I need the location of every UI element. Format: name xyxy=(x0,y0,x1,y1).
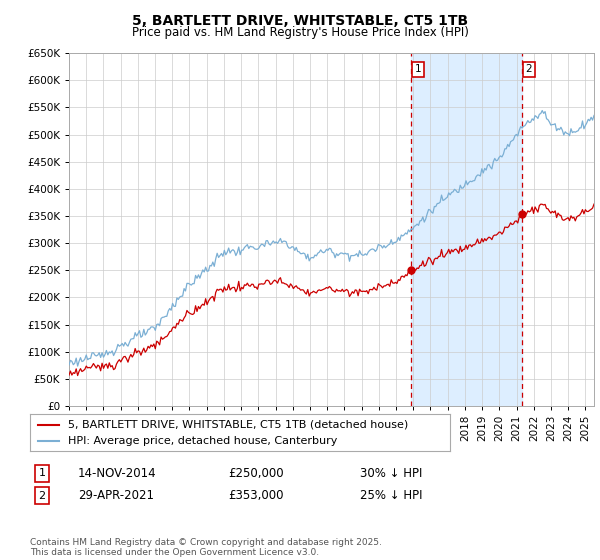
Text: 29-APR-2021: 29-APR-2021 xyxy=(78,489,154,502)
Text: 1: 1 xyxy=(38,468,46,478)
Text: £353,000: £353,000 xyxy=(228,489,284,502)
Bar xyxy=(411,53,522,406)
Text: 5, BARTLETT DRIVE, WHITSTABLE, CT5 1TB: 5, BARTLETT DRIVE, WHITSTABLE, CT5 1TB xyxy=(132,14,468,28)
Text: Contains HM Land Registry data © Crown copyright and database right 2025.
This d: Contains HM Land Registry data © Crown c… xyxy=(30,538,382,557)
Text: 5, BARTLETT DRIVE, WHITSTABLE, CT5 1TB (detached house): 5, BARTLETT DRIVE, WHITSTABLE, CT5 1TB (… xyxy=(68,419,408,430)
Text: 2: 2 xyxy=(38,491,46,501)
Text: 2: 2 xyxy=(526,64,532,74)
Text: Price paid vs. HM Land Registry's House Price Index (HPI): Price paid vs. HM Land Registry's House … xyxy=(131,26,469,39)
Text: 1: 1 xyxy=(415,64,421,74)
Text: 14-NOV-2014: 14-NOV-2014 xyxy=(78,466,157,480)
Text: 25% ↓ HPI: 25% ↓ HPI xyxy=(360,489,422,502)
Text: £250,000: £250,000 xyxy=(228,466,284,480)
Text: 30% ↓ HPI: 30% ↓ HPI xyxy=(360,466,422,480)
Text: HPI: Average price, detached house, Canterbury: HPI: Average price, detached house, Cant… xyxy=(68,436,337,446)
